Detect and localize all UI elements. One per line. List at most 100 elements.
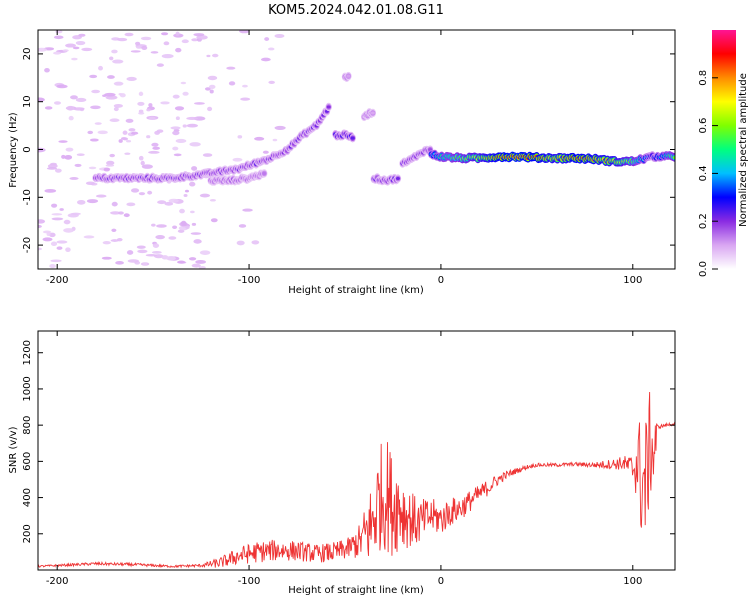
snr-x-ticks: -200 -100 0 100 (46, 331, 642, 587)
spectrogram-scatter-mark (102, 241, 111, 245)
spectrogram-scatter-mark (124, 152, 131, 155)
spectrogram-scatter-mark (63, 219, 71, 225)
spectrogram-scatter-mark (155, 235, 165, 240)
spectrogram-scatter-mark (191, 263, 201, 268)
spectrogram-scatter-mark (44, 188, 57, 193)
y-tick-label: 10 (22, 95, 33, 108)
spectrogram-scatter-mark (189, 142, 201, 147)
spectrogram-y-ticks: -20 -10 0 10 20 (22, 48, 675, 253)
spectrogram-trace-core (672, 156, 675, 160)
spectrogram-scatter-mark (119, 93, 126, 98)
spectrogram-scatter-mark (175, 47, 182, 53)
spectrogram-scatter-mark (74, 163, 82, 167)
spectrogram-scatter-mark (85, 181, 96, 186)
spectrogram-scatter-mark (44, 106, 53, 110)
spectrogram-scatter-mark (38, 147, 46, 153)
spectrogram-scatter-mark (110, 211, 121, 215)
spectrogram-scatter-mark (73, 107, 85, 111)
spectrogram-scatter-mark (44, 68, 50, 73)
y-tick-label: -10 (22, 189, 33, 205)
spectrogram-scatter-mark (91, 89, 101, 94)
spectrogram-scatter-mark (204, 87, 211, 91)
spectrogram-scatter-mark (161, 32, 169, 36)
spectrogram-scatter-mark (160, 101, 170, 105)
spectrogram-scatter-mark (146, 108, 151, 112)
y-tick-label: 400 (22, 488, 33, 507)
snr-frame (37, 330, 676, 571)
spectrogram-scatter-mark (135, 45, 143, 49)
colorbar-tick-label: 0.0 (698, 261, 709, 277)
spectrogram-scatter-mark (264, 37, 270, 41)
spectrogram-scatter-mark (181, 39, 189, 44)
spectrogram-frame (37, 29, 676, 270)
spectrogram-scatter-mark (53, 35, 64, 40)
spectrogram-scatter-mark (63, 228, 75, 233)
spectrogram-scatter-mark (136, 245, 146, 249)
spectrogram-scatter-mark (151, 250, 162, 254)
spectrogram-scatter-mark (173, 153, 182, 157)
spectrogram-scatter-mark (138, 91, 144, 97)
spectrogram-scatter-mark (56, 246, 63, 250)
spectrogram-scatter-mark (239, 30, 250, 34)
x-tick-label: 0 (438, 275, 444, 286)
spectrogram-scatter-mark (64, 154, 73, 160)
spectrogram-scatter-mark (113, 107, 119, 112)
spectrogram-scatter-mark (168, 198, 179, 203)
spectrogram-scatter-mark (122, 130, 128, 135)
spectrogram-scatter-mark (115, 261, 124, 265)
y-tick-label: 1000 (22, 376, 33, 401)
spectrogram-scatter-mark (38, 224, 42, 228)
spectrogram-scatter-mark (150, 51, 159, 54)
spectrogram-scatter-mark (137, 249, 148, 254)
spectrogram-scatter-mark (251, 240, 260, 245)
spectrogram-scatter-mark (59, 208, 64, 211)
spectrogram-scatter-mark (49, 264, 56, 269)
spectrogram-scatter-mark (61, 154, 66, 159)
spectrogram-scatter-mark (175, 138, 187, 143)
spectrogram-scatter-mark (72, 46, 80, 50)
spectrogram-scatter-mark (148, 150, 160, 154)
spectrogram-scatter-mark (189, 181, 196, 187)
spectrogram-scatter-mark (131, 131, 139, 135)
spectrogram-x-ticks: -200 -100 0 100 (46, 30, 642, 286)
y-tick-label: 0 (22, 146, 33, 152)
spectrogram-scatter-mark (141, 164, 153, 169)
spectrogram-scatter-mark (71, 57, 78, 61)
spectrogram-scatter-mark (54, 168, 62, 173)
spectrogram-scatter-mark (38, 47, 47, 52)
spectrogram-scatter-mark (126, 139, 132, 143)
spectrogram-scatter-mark (140, 36, 152, 41)
spectrogram-scatter-mark (140, 160, 145, 166)
spectrogram-scatter-mark (242, 84, 248, 88)
spectrogram-scatter-mark (254, 136, 265, 141)
spectrogram-scatter-mark (65, 147, 74, 152)
spectrogram-scatter-mark (175, 116, 180, 121)
spectrogram-trace-core (395, 177, 400, 181)
colorbar-tick-label: 0.8 (698, 70, 709, 86)
spectrogram-scatter-mark (53, 101, 61, 105)
spectrogram-scatter-mark (126, 202, 136, 207)
spectrogram-scatter-mark (182, 91, 189, 96)
spectrogram-scatter-mark (124, 32, 134, 37)
spectrogram-scatter-mark (109, 56, 114, 61)
spectrogram-scatter-mark (38, 219, 46, 224)
spectrogram-trace-core (326, 105, 331, 109)
spectrogram-scatter-mark (70, 212, 81, 216)
figure-title: KOM5.2024.042.01.08.G11 (268, 3, 444, 18)
spectrogram-scatter-mark (172, 94, 180, 99)
spectrogram-scatter-mark (262, 150, 269, 154)
spectrogram-scatter-mark (86, 199, 99, 204)
spectrogram-scatter-mark (146, 135, 151, 139)
spectrogram-scatter-mark (145, 253, 158, 257)
spectrogram-scatter-mark (198, 265, 206, 269)
spectrogram-scatter-mark (50, 241, 58, 246)
spectrogram-scatter-mark (126, 76, 137, 82)
spectrogram-scatter-mark (165, 256, 176, 261)
spectrogram-scatter-mark (195, 259, 207, 264)
spectrogram-scatter-mark (184, 189, 190, 193)
spectrogram-scatter-mark (274, 125, 286, 131)
spectrogram-scatter-mark (207, 106, 213, 112)
spectrogram-scatter-mark (183, 194, 188, 198)
spectrogram-scatter-mark (111, 201, 118, 207)
spectrogram-scatter-mark (191, 38, 199, 42)
